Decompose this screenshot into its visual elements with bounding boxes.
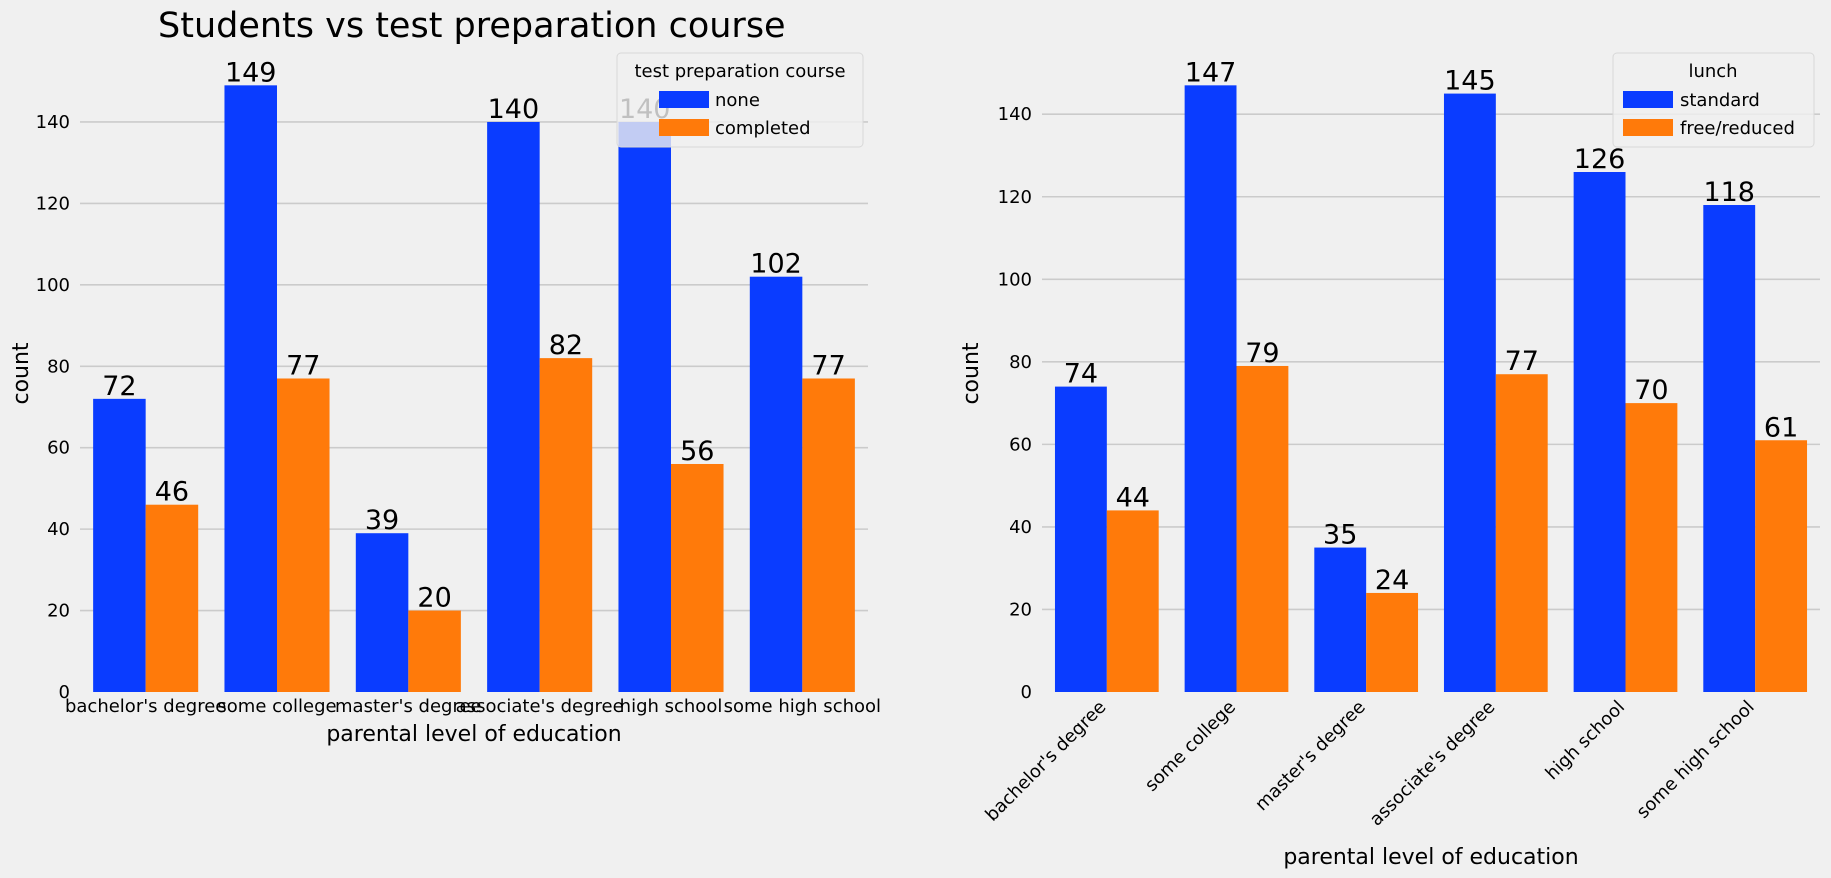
legend-title: lunch bbox=[1688, 61, 1737, 82]
bar-value-label: 24 bbox=[1375, 565, 1409, 596]
legend-swatch bbox=[659, 91, 709, 108]
y-tick-label: 20 bbox=[47, 601, 70, 622]
bar-none bbox=[224, 85, 277, 692]
x-axis-label: parental level of education bbox=[1283, 845, 1578, 870]
bar-value-label: 79 bbox=[1245, 338, 1279, 369]
bar-free-reduced bbox=[1626, 403, 1678, 692]
legend-entry-label: standard bbox=[1680, 90, 1760, 111]
bar-none bbox=[618, 122, 671, 692]
left-chart-panel: 0204060801001201407214939140140102467720… bbox=[9, 6, 881, 747]
y-tick-label: 100 bbox=[36, 275, 70, 296]
bar-value-label: 147 bbox=[1185, 57, 1237, 88]
bar-value-label: 20 bbox=[417, 583, 451, 614]
bar-value-label: 140 bbox=[488, 94, 540, 125]
y-tick-label: 40 bbox=[47, 519, 70, 540]
bar-value-label: 149 bbox=[225, 57, 277, 88]
y-tick-label: 140 bbox=[36, 112, 70, 133]
x-tick-label: master's degree bbox=[1251, 697, 1370, 816]
bar-standard bbox=[1703, 205, 1755, 692]
y-tick-label: 40 bbox=[1009, 517, 1032, 538]
x-axis-label: parental level of education bbox=[326, 722, 621, 747]
bar-free-reduced bbox=[1237, 366, 1289, 692]
legend-entry-label: completed bbox=[715, 118, 811, 139]
bar-value-label: 39 bbox=[365, 505, 399, 536]
bar-value-label: 35 bbox=[1323, 520, 1357, 551]
bar-free-reduced bbox=[1366, 593, 1418, 692]
bar-value-label: 44 bbox=[1116, 482, 1150, 513]
y-tick-label: 0 bbox=[1021, 682, 1032, 703]
legend-swatch bbox=[1623, 91, 1673, 108]
y-tick-label: 80 bbox=[1009, 352, 1032, 373]
bar-value-label: 46 bbox=[155, 477, 189, 508]
bar-none bbox=[93, 399, 146, 692]
bar-free-reduced bbox=[1755, 440, 1807, 692]
x-tick-label: associate's degree bbox=[456, 696, 624, 717]
legend-entry-label: none bbox=[715, 90, 760, 111]
legend-title: test preparation course bbox=[634, 61, 845, 82]
y-axis-label: count bbox=[959, 342, 984, 404]
y-tick-label: 140 bbox=[998, 104, 1032, 125]
y-tick-label: 80 bbox=[47, 356, 70, 377]
bar-completed bbox=[146, 505, 199, 692]
bar-value-label: 126 bbox=[1574, 144, 1626, 175]
bar-value-label: 77 bbox=[811, 350, 845, 381]
bar-value-label: 118 bbox=[1703, 177, 1755, 208]
bar-value-label: 102 bbox=[750, 249, 802, 280]
x-tick-label: bachelor's degree bbox=[981, 697, 1110, 826]
legend-swatch bbox=[1623, 119, 1673, 136]
x-tick-label: associate's degree bbox=[1366, 697, 1500, 831]
bar-value-label: 61 bbox=[1764, 412, 1798, 443]
y-axis-label: count bbox=[9, 342, 34, 404]
legend-entry-label: free/reduced bbox=[1680, 118, 1795, 139]
x-tick-label: high school bbox=[620, 696, 723, 717]
bar-none bbox=[356, 533, 409, 692]
bar-completed bbox=[671, 464, 724, 692]
x-tick-label: some high school bbox=[724, 696, 881, 717]
y-tick-label: 120 bbox=[998, 187, 1032, 208]
bar-value-label: 77 bbox=[286, 350, 320, 381]
bar-value-label: 70 bbox=[1634, 375, 1668, 406]
bar-value-label: 82 bbox=[549, 330, 583, 361]
x-tick-label: some college bbox=[217, 696, 336, 717]
bar-standard bbox=[1574, 172, 1626, 692]
bar-none bbox=[750, 277, 803, 692]
x-tick-label: some high school bbox=[1633, 697, 1759, 823]
bar-value-label: 56 bbox=[680, 436, 714, 467]
bar-free-reduced bbox=[1107, 510, 1159, 692]
bar-completed bbox=[802, 378, 855, 692]
bar-completed bbox=[408, 611, 461, 692]
y-tick-label: 100 bbox=[998, 269, 1032, 290]
bar-completed bbox=[277, 378, 330, 692]
y-tick-label: 20 bbox=[1009, 599, 1032, 620]
y-tick-label: 120 bbox=[36, 193, 70, 214]
y-tick-label: 60 bbox=[1009, 434, 1032, 455]
bar-none bbox=[487, 122, 540, 692]
bar-value-label: 72 bbox=[102, 371, 136, 402]
bar-free-reduced bbox=[1496, 374, 1548, 692]
bar-value-label: 145 bbox=[1444, 66, 1496, 97]
y-tick-label: 60 bbox=[47, 438, 70, 459]
chart-title: Students vs test preparation course bbox=[158, 6, 786, 46]
bar-standard bbox=[1444, 94, 1496, 692]
x-tick-label: some college bbox=[1141, 697, 1240, 796]
bar-value-label: 77 bbox=[1505, 346, 1539, 377]
bar-standard bbox=[1055, 387, 1107, 692]
bar-value-label: 74 bbox=[1064, 359, 1098, 390]
bar-standard bbox=[1314, 548, 1366, 692]
legend-swatch bbox=[659, 119, 709, 136]
x-tick-label: bachelor's degree bbox=[65, 696, 226, 717]
bar-completed bbox=[540, 358, 593, 692]
right-chart-panel: 0 20 40 60 80 100 120 140 74 147 35 145 126 118 44 79 24… bbox=[959, 53, 1820, 870]
bar-standard bbox=[1185, 85, 1237, 692]
x-tick-label: high school bbox=[1542, 697, 1629, 784]
